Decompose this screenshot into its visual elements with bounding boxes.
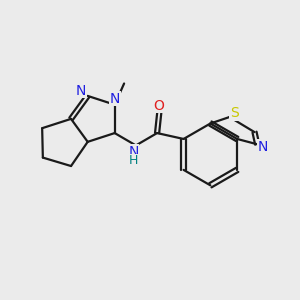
Text: S: S [230, 106, 239, 121]
Text: H: H [129, 154, 138, 167]
Text: N: N [110, 92, 121, 106]
Text: N: N [257, 140, 268, 154]
Text: N: N [76, 84, 86, 98]
Text: N: N [128, 145, 139, 159]
Text: O: O [153, 99, 164, 113]
